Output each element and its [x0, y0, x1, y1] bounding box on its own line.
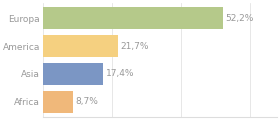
Text: 21,7%: 21,7% — [120, 42, 149, 51]
Text: 52,2%: 52,2% — [226, 14, 254, 23]
Bar — [43, 35, 118, 57]
Bar — [43, 7, 223, 29]
Bar — [43, 91, 73, 113]
Bar — [43, 63, 103, 85]
Text: 8,7%: 8,7% — [76, 97, 99, 106]
Text: 17,4%: 17,4% — [106, 69, 134, 78]
